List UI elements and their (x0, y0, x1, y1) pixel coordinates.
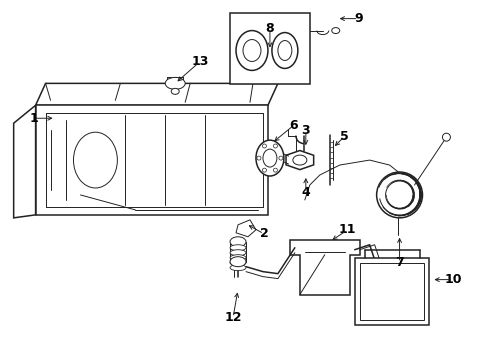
Ellipse shape (293, 155, 307, 165)
Polygon shape (36, 84, 278, 105)
Ellipse shape (236, 31, 268, 71)
Ellipse shape (74, 132, 118, 188)
Polygon shape (236, 220, 256, 237)
Polygon shape (286, 150, 314, 170)
Polygon shape (36, 105, 268, 215)
Ellipse shape (263, 144, 267, 148)
Ellipse shape (230, 257, 246, 267)
Text: 2: 2 (260, 227, 269, 240)
Ellipse shape (278, 41, 292, 60)
Text: 11: 11 (339, 223, 356, 236)
Text: 4: 4 (301, 186, 310, 199)
Text: 5: 5 (341, 130, 349, 143)
Polygon shape (14, 105, 36, 218)
Ellipse shape (332, 28, 340, 33)
Ellipse shape (165, 77, 185, 89)
Text: 3: 3 (301, 124, 310, 137)
Ellipse shape (230, 245, 246, 251)
Ellipse shape (272, 32, 298, 68)
Ellipse shape (230, 250, 246, 256)
Text: 8: 8 (266, 22, 274, 35)
Ellipse shape (257, 156, 261, 160)
Ellipse shape (263, 168, 267, 172)
Ellipse shape (442, 133, 450, 141)
Polygon shape (290, 240, 360, 294)
Ellipse shape (273, 168, 277, 172)
Text: 13: 13 (192, 55, 209, 68)
Bar (355, 258, 429, 325)
Ellipse shape (230, 255, 246, 261)
Bar (230, 13, 310, 84)
Text: 12: 12 (224, 311, 242, 324)
Ellipse shape (256, 140, 284, 176)
Ellipse shape (279, 156, 283, 160)
Ellipse shape (263, 149, 277, 167)
Ellipse shape (230, 260, 246, 266)
Text: 7: 7 (395, 256, 404, 269)
Ellipse shape (230, 237, 246, 247)
Ellipse shape (273, 144, 277, 148)
Bar (360, 263, 424, 320)
Text: 9: 9 (354, 12, 363, 25)
Text: 6: 6 (290, 119, 298, 132)
Text: 10: 10 (444, 273, 462, 286)
Ellipse shape (171, 88, 179, 94)
Ellipse shape (230, 265, 246, 271)
Text: 1: 1 (29, 112, 38, 125)
Ellipse shape (243, 40, 261, 62)
